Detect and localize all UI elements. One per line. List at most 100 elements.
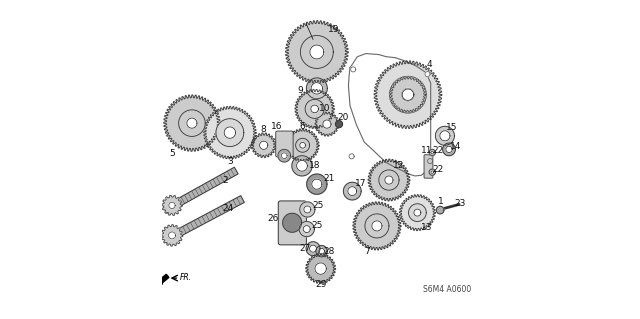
Text: 15: 15	[447, 123, 458, 132]
Text: 26: 26	[268, 214, 279, 223]
Polygon shape	[311, 105, 319, 113]
Polygon shape	[408, 204, 426, 221]
Polygon shape	[204, 106, 256, 159]
Polygon shape	[216, 119, 244, 146]
Polygon shape	[311, 83, 323, 94]
Polygon shape	[440, 131, 450, 141]
Polygon shape	[414, 209, 421, 216]
Polygon shape	[429, 149, 435, 156]
Text: 11: 11	[421, 146, 433, 155]
Text: 14: 14	[451, 142, 461, 151]
Polygon shape	[429, 169, 435, 175]
Polygon shape	[162, 195, 182, 215]
Polygon shape	[323, 120, 331, 128]
Polygon shape	[278, 149, 291, 162]
Text: 17: 17	[355, 179, 367, 188]
Polygon shape	[370, 219, 384, 233]
Text: 24: 24	[223, 204, 234, 213]
Polygon shape	[344, 182, 361, 200]
Polygon shape	[300, 142, 305, 148]
Polygon shape	[383, 174, 395, 186]
Polygon shape	[365, 214, 389, 238]
Polygon shape	[348, 187, 356, 196]
Polygon shape	[310, 245, 317, 252]
Polygon shape	[298, 140, 308, 150]
Text: 5: 5	[169, 149, 175, 158]
Polygon shape	[436, 206, 444, 214]
Text: 28: 28	[324, 247, 335, 256]
Polygon shape	[335, 121, 342, 128]
Text: 12: 12	[393, 161, 404, 170]
Text: 10: 10	[319, 104, 330, 113]
Text: 29: 29	[315, 280, 326, 289]
Text: 9: 9	[297, 86, 303, 95]
Polygon shape	[282, 153, 287, 159]
Polygon shape	[260, 141, 268, 149]
Polygon shape	[305, 100, 324, 118]
Polygon shape	[368, 159, 410, 201]
Polygon shape	[220, 123, 239, 142]
Polygon shape	[296, 138, 310, 152]
Text: 13: 13	[421, 223, 433, 232]
Polygon shape	[323, 121, 330, 128]
FancyBboxPatch shape	[278, 201, 307, 245]
Text: 3: 3	[227, 157, 233, 166]
Polygon shape	[169, 202, 175, 209]
FancyBboxPatch shape	[424, 155, 433, 178]
Text: 1: 1	[438, 197, 444, 206]
Polygon shape	[351, 67, 356, 72]
Polygon shape	[317, 264, 324, 273]
Polygon shape	[224, 127, 236, 138]
Polygon shape	[187, 118, 197, 128]
Text: 19: 19	[328, 25, 339, 34]
Polygon shape	[163, 167, 238, 213]
Polygon shape	[379, 170, 399, 190]
Text: 16: 16	[271, 122, 282, 131]
Text: 8: 8	[261, 125, 267, 134]
Polygon shape	[402, 89, 413, 100]
Polygon shape	[252, 133, 276, 158]
Polygon shape	[435, 126, 454, 145]
Polygon shape	[399, 195, 435, 231]
Text: 22: 22	[432, 165, 444, 174]
FancyArrow shape	[157, 274, 169, 284]
Polygon shape	[425, 71, 430, 77]
Polygon shape	[304, 206, 311, 213]
Polygon shape	[300, 35, 333, 69]
Polygon shape	[292, 156, 312, 176]
Polygon shape	[315, 112, 339, 136]
Polygon shape	[161, 225, 183, 246]
Text: 22: 22	[432, 145, 444, 154]
Text: 7: 7	[364, 247, 370, 256]
Polygon shape	[307, 174, 327, 194]
Polygon shape	[312, 179, 322, 189]
Polygon shape	[431, 151, 433, 154]
Text: 6: 6	[300, 122, 305, 131]
Text: 23: 23	[454, 199, 466, 208]
Text: FR.: FR.	[180, 273, 192, 282]
Polygon shape	[307, 42, 327, 62]
Polygon shape	[390, 77, 426, 112]
Polygon shape	[303, 226, 310, 233]
Polygon shape	[428, 159, 433, 164]
Polygon shape	[308, 103, 321, 115]
Polygon shape	[183, 114, 201, 132]
Text: 27: 27	[299, 244, 310, 253]
Polygon shape	[374, 61, 442, 129]
Polygon shape	[286, 129, 319, 162]
FancyBboxPatch shape	[276, 131, 293, 157]
Polygon shape	[401, 88, 414, 101]
Polygon shape	[319, 249, 324, 254]
Text: 20: 20	[338, 113, 349, 122]
Polygon shape	[163, 196, 244, 243]
Polygon shape	[283, 213, 301, 232]
Polygon shape	[385, 176, 393, 184]
Polygon shape	[396, 83, 420, 107]
Polygon shape	[300, 202, 315, 217]
Polygon shape	[443, 143, 455, 156]
Polygon shape	[412, 207, 423, 218]
Polygon shape	[168, 232, 175, 239]
Text: 18: 18	[308, 161, 320, 170]
Polygon shape	[390, 76, 426, 113]
Text: 2: 2	[222, 175, 228, 185]
